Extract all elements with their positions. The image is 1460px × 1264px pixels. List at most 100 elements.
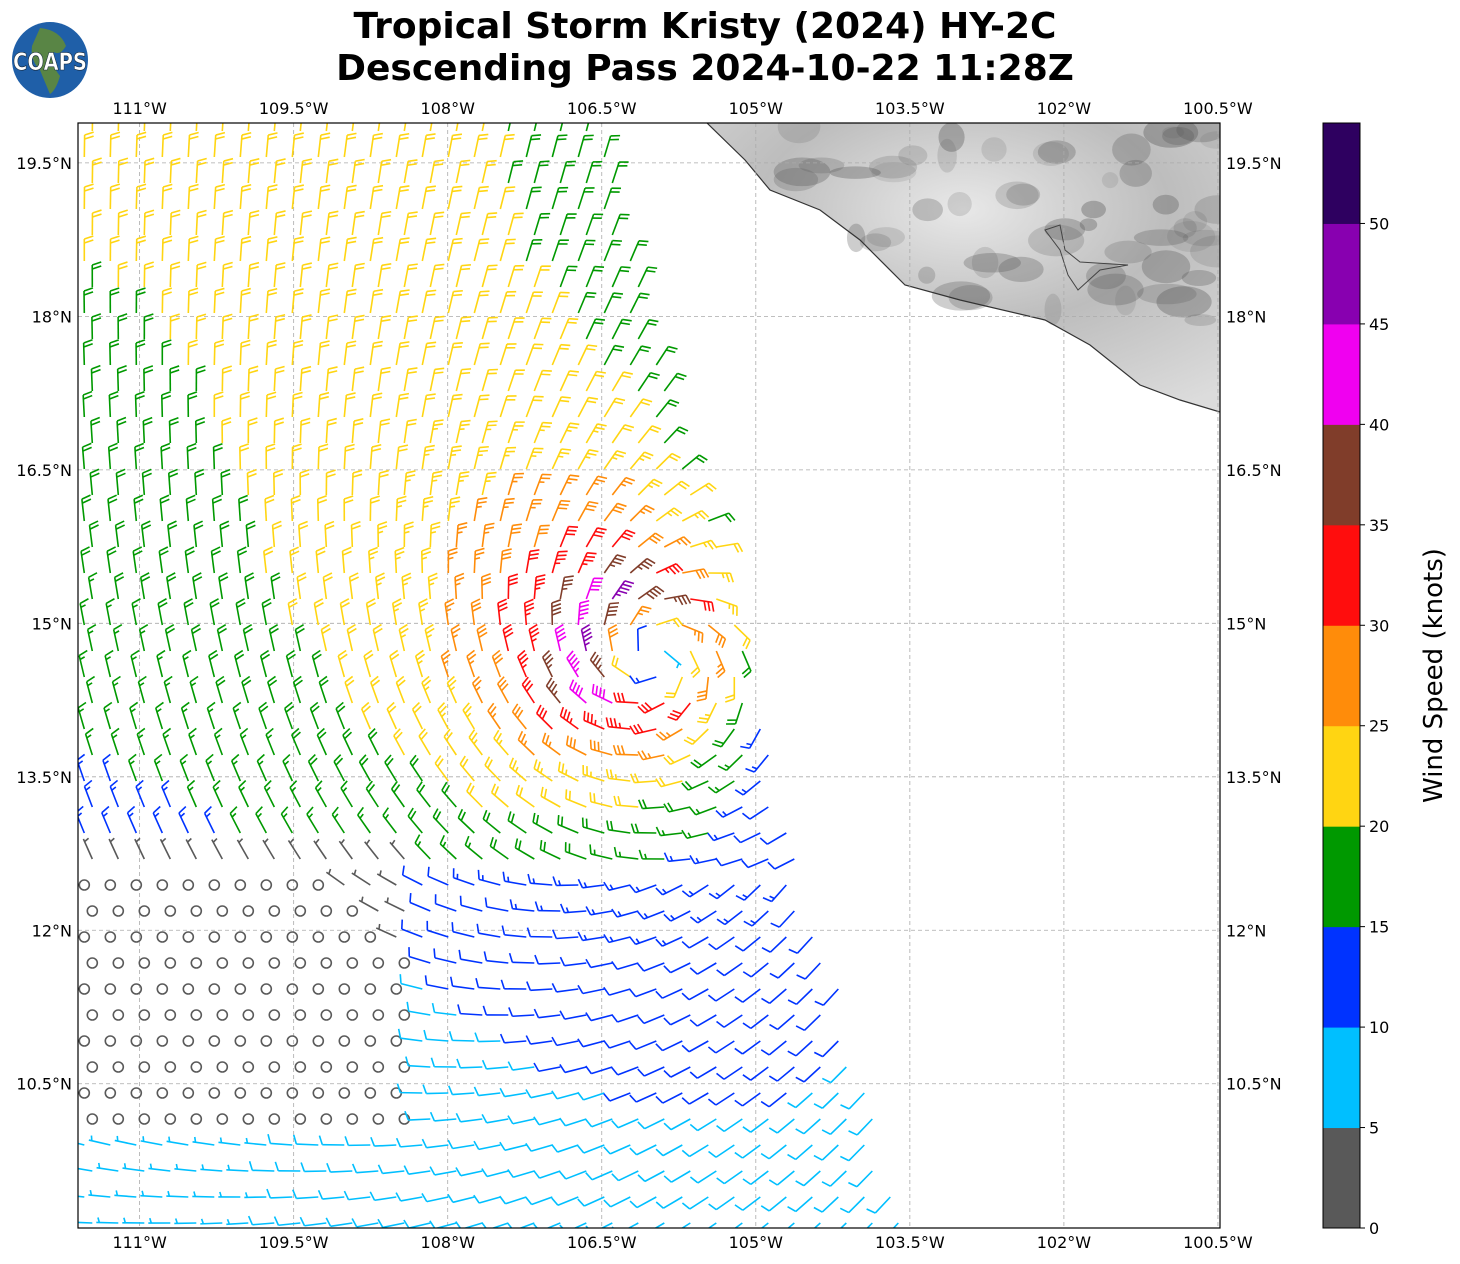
barb-full [653,478,663,485]
barb-full [557,507,568,510]
wind-barb [414,649,426,678]
barb-full [136,135,147,140]
barb-full [133,494,144,500]
barb-full [481,1059,488,1070]
barb-full [559,399,570,403]
barb-half [167,1190,171,1197]
wind-barb [429,521,441,548]
wind-barb [474,1032,501,1043]
wind-barb [455,1221,483,1228]
barb-full [368,546,378,552]
barb-staff [848,1092,865,1110]
wind-barb [407,807,423,834]
barb-full [557,134,568,137]
wind-barb [343,443,355,470]
barb-full [346,623,356,631]
wind-barb [637,910,665,920]
barb-staff [591,1066,613,1075]
wind-barb [499,548,512,574]
barb-staff [557,1196,579,1207]
barb-full [626,529,636,535]
barb-staff [848,1196,865,1214]
barb-half [741,788,747,794]
barb-full [241,131,252,136]
barb-full [345,396,356,400]
terrain-shade [938,123,965,152]
barb-staff [796,936,813,954]
barb-full [565,735,569,746]
barb-full [637,723,644,733]
wind-barb [821,1066,847,1084]
wind-barb [559,123,564,132]
barb-full [652,587,662,595]
wind-barb [813,1040,839,1058]
barb-half [377,530,384,534]
wind-barb [369,236,384,262]
barb-staff [426,983,449,990]
wind-barb [344,675,355,704]
wind-barb [264,494,275,522]
wind-barb [681,780,709,791]
barb-full [788,948,798,954]
barb-full [703,600,707,611]
barb-full [707,786,717,794]
wind-barb [87,572,98,600]
barb-full [407,807,414,817]
barb-staff [481,123,485,132]
barb-staff [247,123,250,132]
wind-barb [457,1004,483,1016]
barb-full [223,213,233,218]
barb-half [200,1218,205,1225]
barb-full [681,1097,690,1105]
barb-full [162,235,173,240]
barb-staff [426,1092,449,1095]
wind-barb [346,1009,359,1021]
barb-full [88,572,98,579]
wind-barb [112,1113,125,1125]
barb-full [560,499,571,503]
wind-barb [499,395,517,418]
barb-full [91,364,101,370]
wind-barb [473,394,490,418]
wind-barb [839,1144,865,1162]
barb-half [618,722,622,729]
wind-barb [195,365,206,392]
barb-full [689,1176,699,1184]
barb-full [187,391,198,396]
barb-full [237,546,247,552]
barb-full [400,237,410,241]
barb-staff [330,1170,353,1173]
barb-staff [848,1144,865,1162]
calm-circle [398,1061,411,1073]
barb-full [377,1218,384,1228]
wind-barb [143,209,155,236]
barb-staff [504,1144,527,1152]
barb-staff [590,962,613,969]
barb-staff [723,1118,743,1133]
barb-full [645,504,655,511]
wind-barb [707,624,727,649]
barb-full [166,572,176,578]
wind-barb [148,1217,171,1224]
barb-full [329,107,338,109]
wind-barb [473,185,489,210]
barb-staff [530,1092,553,1099]
barb-staff [134,838,146,860]
barb-full [186,498,196,504]
barb-full [613,292,624,295]
wind-barb [716,910,743,926]
wind-barb [364,1035,377,1047]
barb-staff [460,1066,483,1069]
wind-barb [734,1144,761,1159]
wind-barb [343,495,354,522]
barb-staff [96,1221,119,1224]
barb-half [265,786,271,792]
barb-full [486,163,496,167]
wind-barb [481,212,498,236]
calm-circle [112,905,125,917]
barb-full [525,1089,532,1099]
wind-barb [421,495,434,522]
barb-full [293,292,304,296]
barb-full [301,369,311,374]
wind-barb [109,235,120,262]
